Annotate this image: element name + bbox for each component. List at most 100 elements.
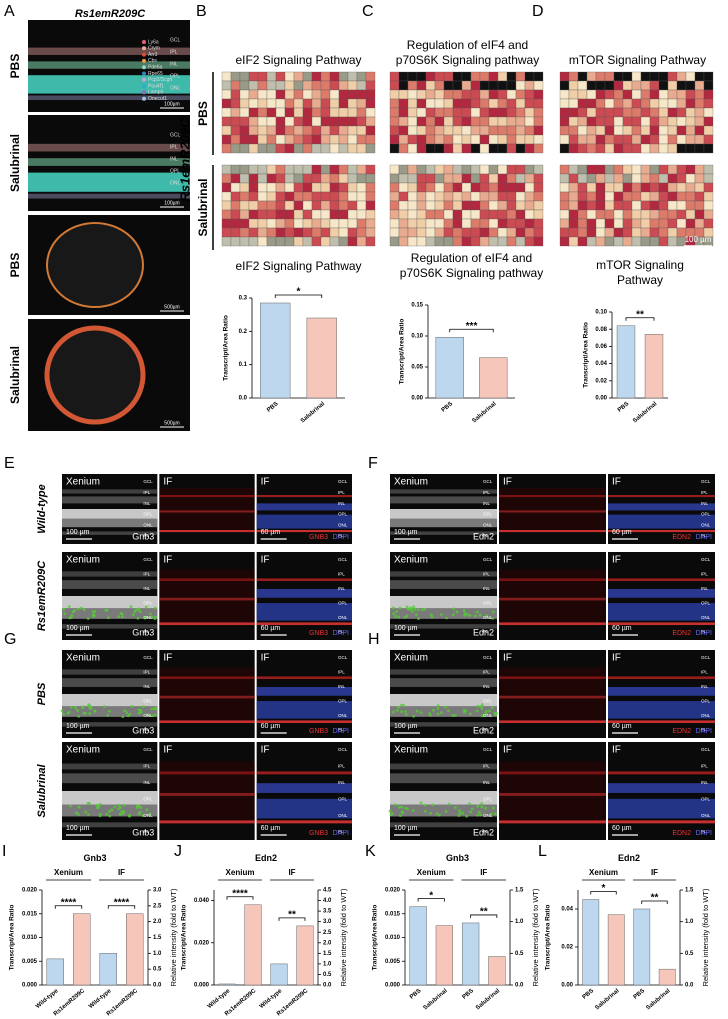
heatmap-title: mTOR Signaling Pathway — [568, 53, 707, 67]
transcript-dot — [403, 806, 407, 810]
heatmap-tile — [703, 116, 714, 127]
heatmap-tile — [613, 227, 624, 238]
heatmap-tile — [586, 71, 597, 82]
heatmap-tile — [497, 200, 508, 211]
transcript-dot — [404, 710, 407, 714]
layer-label: ONL — [483, 615, 493, 620]
heatmap-tile — [311, 98, 322, 109]
heatmap-tile — [434, 191, 445, 202]
dapi-label: DAPI — [696, 534, 712, 541]
heatmap-tile — [416, 134, 427, 145]
bar — [607, 914, 625, 986]
heatmap-tile — [488, 89, 499, 100]
heatmap-tile — [497, 80, 508, 91]
layer-label: GCL — [338, 557, 348, 562]
heatmap-tile — [248, 236, 259, 247]
heatmap-tile — [293, 125, 304, 136]
layer-label: IPL — [143, 670, 150, 675]
heatmap-tile — [311, 107, 322, 118]
heatmap-tile — [329, 71, 340, 82]
legend-label: IF — [118, 868, 125, 877]
heatmap-tile — [425, 98, 436, 109]
tissue-layer — [390, 822, 497, 828]
heatmap-tile — [685, 98, 696, 109]
heatmap-tile — [676, 182, 687, 193]
heatmap-tile — [293, 236, 304, 247]
transcript-dot — [136, 616, 140, 620]
layer-label: INL — [338, 501, 346, 506]
heatmap-tile — [479, 209, 490, 220]
tissue-layer — [62, 669, 158, 675]
heatmap-tile — [416, 200, 427, 211]
x-tick-label: PBS — [633, 988, 646, 1001]
heatmap-tile — [248, 209, 259, 220]
transcript-dot — [468, 712, 472, 716]
heatmap-tile — [311, 227, 322, 238]
heatmap-tile — [604, 182, 615, 193]
legend-swatch — [142, 71, 146, 76]
row-label: Salubrinal — [8, 134, 22, 192]
y-tick-label: 0.010 — [22, 935, 38, 941]
transcript-dot — [68, 616, 72, 620]
heatmap-tile — [577, 218, 588, 229]
heatmap-tile — [257, 107, 268, 118]
heatmap-tile — [320, 89, 331, 100]
layer-label: INL — [143, 501, 151, 506]
image-label: IF — [503, 555, 512, 566]
tissue-layer — [608, 514, 715, 529]
heatmap-tile — [649, 209, 660, 220]
heatmap-tile — [533, 107, 544, 118]
scale-bar-label: 60 µm — [261, 723, 281, 730]
heatmap-tile — [649, 89, 660, 100]
tissue-image — [256, 552, 352, 640]
heatmap-tile — [230, 236, 241, 247]
image-label: IF — [612, 745, 621, 756]
layer-label: ONL — [338, 713, 348, 718]
tissue-layer — [390, 791, 497, 805]
heatmap-tile — [658, 191, 669, 202]
heatmap-tile — [685, 164, 696, 175]
y-tick-label: 0.015 — [22, 911, 38, 917]
transcript-dot — [480, 714, 484, 718]
tissue-layer — [28, 193, 190, 199]
layer-label: PL — [143, 829, 149, 834]
transcript-dot — [447, 709, 450, 713]
tissue-image — [159, 742, 255, 840]
heatmap-tile — [320, 134, 331, 145]
transcript-dot — [86, 812, 90, 816]
layer-label: INL — [170, 61, 178, 67]
transcript-dot — [63, 612, 67, 616]
layer-label: INL — [338, 586, 346, 591]
heatmap-tile — [613, 89, 624, 100]
layer-label: INL — [338, 684, 346, 689]
layer-label: OPL — [701, 512, 711, 517]
heatmap-tile — [461, 116, 472, 127]
heatmap-tile — [479, 173, 490, 184]
heatmap-tile — [604, 71, 615, 82]
layer-label: GCL — [701, 479, 711, 484]
heatmap-tile — [595, 98, 606, 109]
heatmap-tile — [293, 116, 304, 127]
layer-label: INL — [143, 780, 151, 785]
heatmap-tile — [506, 218, 517, 229]
tissue-layer — [499, 676, 606, 680]
heatmap-tile — [595, 218, 606, 229]
heatmap-tile — [320, 71, 331, 82]
transcript-dot — [146, 713, 150, 717]
heatmap-tile — [658, 173, 669, 184]
heatmap-tile — [640, 236, 651, 247]
transcript-dot — [67, 605, 71, 609]
heatmap-tile — [347, 125, 358, 136]
heatmap-tile — [452, 71, 463, 82]
heatmap-tile — [685, 71, 696, 82]
heatmap-tile — [230, 107, 241, 118]
tissue-layer — [159, 771, 255, 775]
layer-label: IPL — [701, 670, 708, 675]
transcript-dot — [392, 612, 396, 615]
transcript-dot — [145, 808, 149, 811]
heatmap-tile — [604, 209, 615, 220]
transcript-dot — [408, 608, 411, 611]
heatmap-tile — [703, 89, 714, 100]
image-label: Xenium — [394, 477, 428, 488]
